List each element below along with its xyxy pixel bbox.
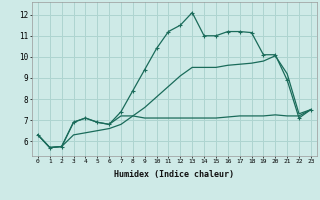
- X-axis label: Humidex (Indice chaleur): Humidex (Indice chaleur): [115, 170, 234, 179]
